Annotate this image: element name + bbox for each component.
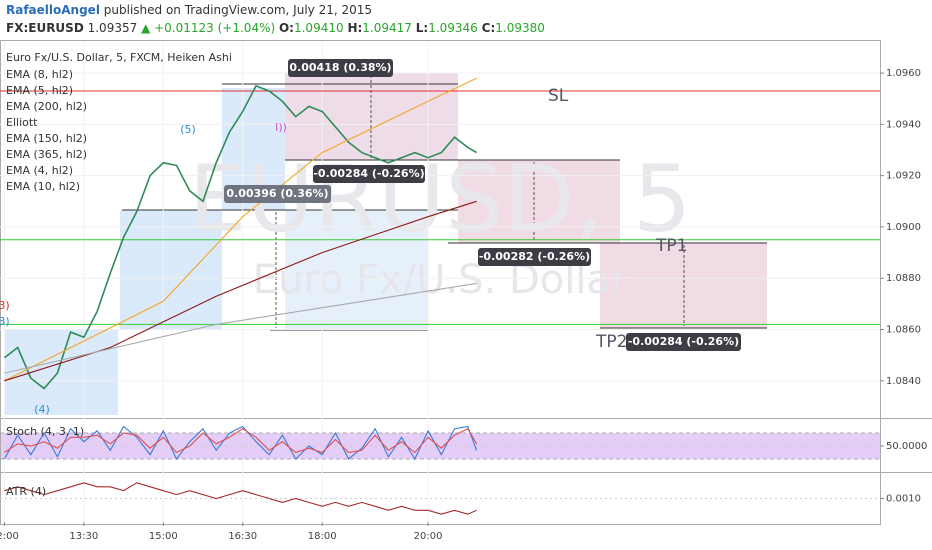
measure-label-box: [288, 59, 393, 77]
x-tick-label: 12:00: [0, 531, 19, 542]
range-box: [458, 160, 620, 243]
change: +0.01123 (+1.04%): [154, 21, 275, 35]
series-line: [3, 84, 478, 390]
y-tick-label: 0.0010: [886, 494, 921, 505]
symbol-line: FX:EURUSD 1.09357 ▲ +0.01123 (+1.04%) O:…: [6, 21, 545, 35]
author[interactable]: RafaelloAngel: [6, 3, 100, 17]
legend: Euro Fx/U.S. Dollar, 5, FXCM, Heiken Ash…: [6, 51, 232, 498]
legend-item: EMA (8, hl2): [6, 68, 73, 81]
open: 1.09410: [294, 21, 344, 35]
wave-label: (5): [180, 123, 196, 136]
legend-item: EMA (10, hl2): [6, 180, 80, 193]
measure-label: -0.00284 (-0.26%): [313, 167, 424, 180]
y-tick-label: 1.0940: [886, 119, 921, 130]
legend-item: EMA (150, hl2): [6, 132, 87, 145]
plot-frame: [0, 40, 881, 525]
drawings: [5, 73, 767, 415]
wave-label: 3): [0, 299, 10, 312]
legend-item: EMA (200, hl2): [6, 100, 87, 113]
x-tick-label: 20:00: [414, 531, 443, 542]
legend-item: EMA (5, hl2): [6, 84, 73, 97]
high: 1.09417: [362, 21, 412, 35]
close-label: C:: [482, 21, 496, 35]
symbol: FX:EURUSD: [6, 21, 84, 35]
x-tick-label: 15:00: [149, 531, 178, 542]
x-tick-label: 18:00: [308, 531, 337, 542]
range-box: [5, 330, 118, 415]
plot: 1.0840 1.0860 1.0880 1.0900 1.0920 1.0940 1.09…: [0, 41, 927, 542]
y-tick-label: 1.0960: [886, 68, 921, 79]
legend-item: EMA (365, hl2): [6, 148, 87, 161]
measure-label: 0.00396 (0.36%): [226, 187, 328, 200]
y-tick-label: 1.0880: [886, 273, 921, 284]
close: 1.09380: [495, 21, 545, 35]
up-arrow: ▲: [141, 21, 151, 35]
level-label: SL: [548, 86, 569, 106]
x-tick-label: 16:30: [228, 531, 257, 542]
wave-label: 3): [0, 315, 10, 328]
series-line: [3, 425, 478, 461]
open-label: O:: [279, 21, 294, 35]
y-tick-label: 50.0000: [886, 441, 927, 452]
wave-label: I)): [275, 121, 287, 134]
legend-item: Elliott: [6, 116, 38, 129]
pane-title: Stoch (4, 3, 1): [6, 425, 84, 438]
wave-label: (4): [34, 403, 50, 416]
low: 1.09346: [428, 21, 478, 35]
series-line: [4, 427, 478, 454]
series-line: [4, 282, 477, 374]
measure-label-box: [478, 248, 591, 266]
header-line: RafaelloAngel published on TradingView.c…: [6, 3, 372, 17]
y-tick-label: 1.0860: [886, 325, 921, 336]
last-price: 1.09357: [88, 21, 138, 35]
series-line: [4, 77, 477, 382]
pane-title: ATR (4): [6, 485, 46, 498]
y-tick-label: 1.0920: [886, 171, 921, 182]
y-tick-label: 1.0900: [886, 222, 921, 233]
published: published on TradingView.com, July 21, 2…: [104, 3, 372, 17]
legend-item: EMA (4, hl2): [6, 164, 73, 177]
high-label: H:: [347, 21, 362, 35]
measure-label-box: [626, 333, 741, 351]
legend-title: Euro Fx/U.S. Dollar, 5, FXCM, Heiken Ash…: [6, 51, 232, 64]
low-label: L:: [416, 21, 428, 35]
measure-label: 0.00418 (0.38%): [289, 61, 391, 74]
x-tick-label: 13:30: [69, 531, 98, 542]
measure-label-box: [224, 185, 331, 203]
y-tick-label: 1.0840: [886, 376, 921, 387]
measure-label-box: [313, 165, 425, 183]
measure-label: -0.00284 (-0.26%): [628, 335, 739, 348]
measure-label: -0.00282 (-0.26%): [479, 250, 590, 263]
range-box: [120, 210, 222, 330]
level-label: TP2: [595, 332, 627, 352]
series-line: [4, 482, 477, 515]
level-label: TP1: [655, 236, 687, 256]
